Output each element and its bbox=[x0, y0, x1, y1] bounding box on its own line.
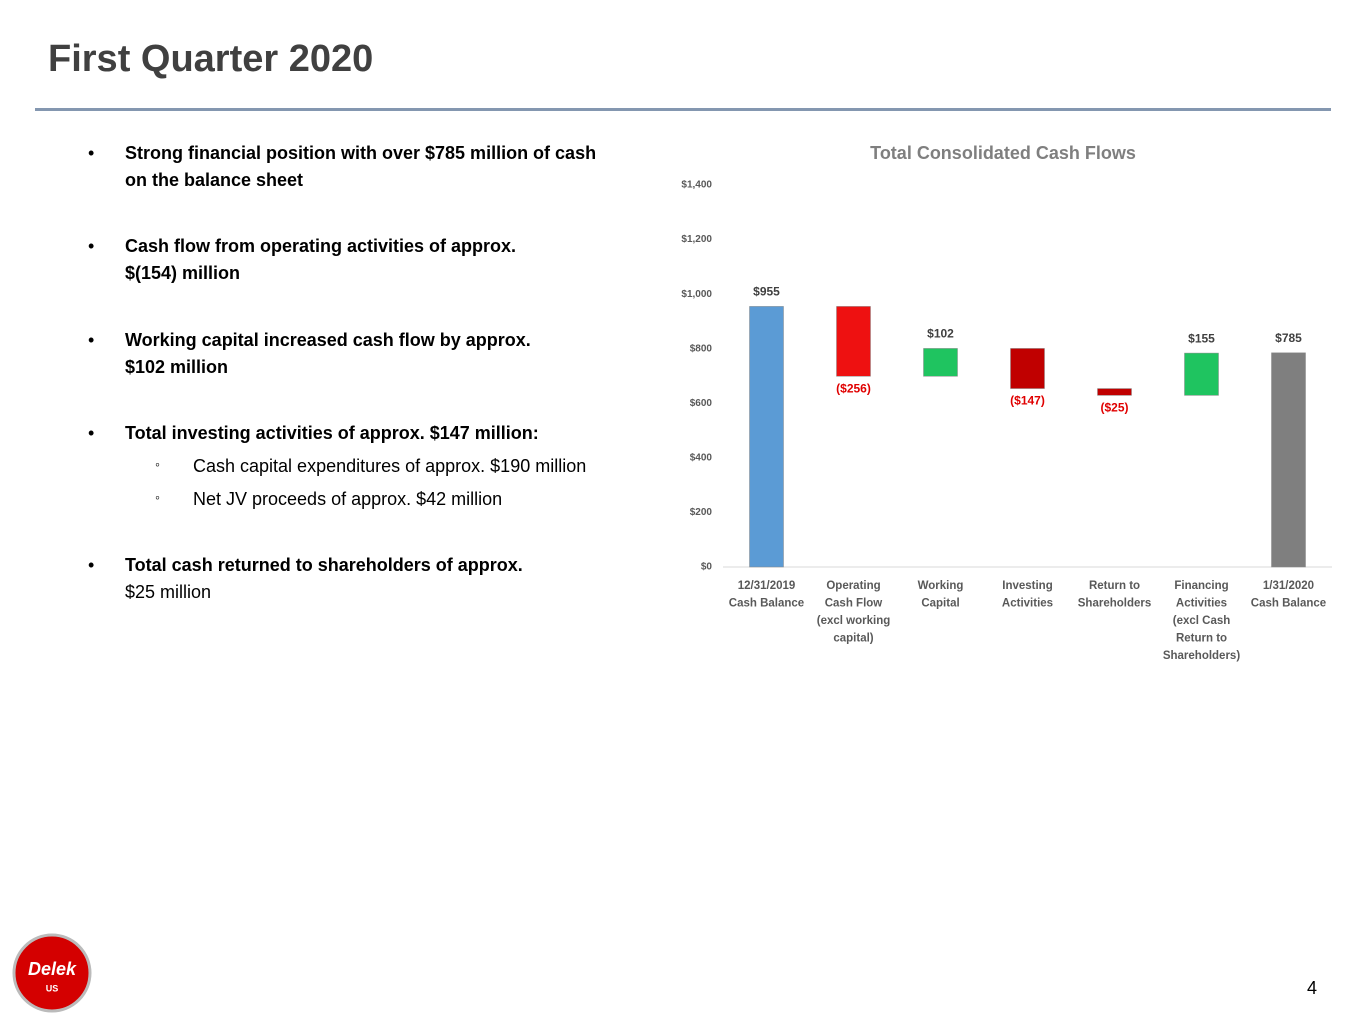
y-tick-label: $600 bbox=[690, 398, 713, 409]
x-tick-label: 1/31/2020 Cash Balance bbox=[1251, 580, 1326, 610]
bullet-text: Working capital increased cash flow by a… bbox=[125, 330, 531, 350]
x-tick-label: Investing Activities bbox=[1002, 580, 1053, 610]
x-tick-label: Return to Shareholders bbox=[1078, 580, 1152, 610]
bullet-text: $102 million bbox=[125, 357, 229, 377]
sub-bullet-text: Net JV proceeds of approx. $42 million bbox=[193, 489, 503, 509]
bullet-text: Strong financial position with over $785… bbox=[125, 143, 597, 163]
logo bbox=[12, 933, 92, 1013]
value-label: $955 bbox=[753, 285, 780, 299]
title-rule bbox=[35, 108, 1331, 111]
page-number: 4 bbox=[1307, 978, 1317, 998]
bullet-text: Total investing activities of approx. $1… bbox=[125, 423, 539, 443]
bullet-text: Cash flow from operating activities of a… bbox=[125, 236, 517, 256]
y-tick-label: $1,200 bbox=[681, 234, 712, 245]
value-label: ($25) bbox=[1100, 401, 1128, 415]
value-label: ($147) bbox=[1010, 394, 1045, 408]
value-label: $155 bbox=[1188, 331, 1215, 345]
bar bbox=[1271, 352, 1306, 568]
slide-title: First Quarter 2020 bbox=[48, 38, 374, 80]
y-tick-label: $800 bbox=[690, 343, 713, 354]
x-tick-label: Financing Activities (excl Cash Return to Sh… bbox=[1163, 580, 1240, 662]
bar bbox=[749, 306, 784, 568]
bullet-text: on the balance sheet bbox=[125, 170, 304, 190]
sub-bullet-text: Cash capital expenditures of approx. $19… bbox=[193, 456, 587, 476]
value-label: $102 bbox=[927, 327, 954, 341]
y-tick-label: $400 bbox=[690, 452, 713, 463]
y-tick-label: $0 bbox=[701, 562, 713, 573]
bullet-text: $(154) million bbox=[125, 263, 241, 283]
y-tick-label: $1,000 bbox=[681, 289, 712, 300]
x-tick-label: Operating Cash Flow (excl working capital) bbox=[817, 580, 891, 645]
bullet-text: Total cash returned to shareholders of a… bbox=[125, 555, 523, 575]
y-tick-label: $1,400 bbox=[681, 180, 712, 191]
bar bbox=[1097, 388, 1132, 396]
bar bbox=[923, 348, 958, 377]
bar bbox=[836, 306, 871, 377]
bar bbox=[1184, 352, 1219, 396]
value-label: ($256) bbox=[836, 381, 871, 395]
x-tick-label: Working Capital bbox=[918, 580, 964, 610]
bar bbox=[1010, 348, 1045, 389]
bullet-text: $25 million bbox=[125, 582, 212, 602]
logo-sub: US bbox=[46, 983, 59, 993]
chart-title: Total Consolidated Cash Flows bbox=[870, 143, 1136, 163]
y-tick-label: $200 bbox=[690, 507, 713, 518]
value-label: $785 bbox=[1275, 331, 1302, 345]
x-tick-label: 12/31/2019 Cash Balance bbox=[729, 580, 804, 610]
logo-name: Delek bbox=[28, 959, 77, 979]
